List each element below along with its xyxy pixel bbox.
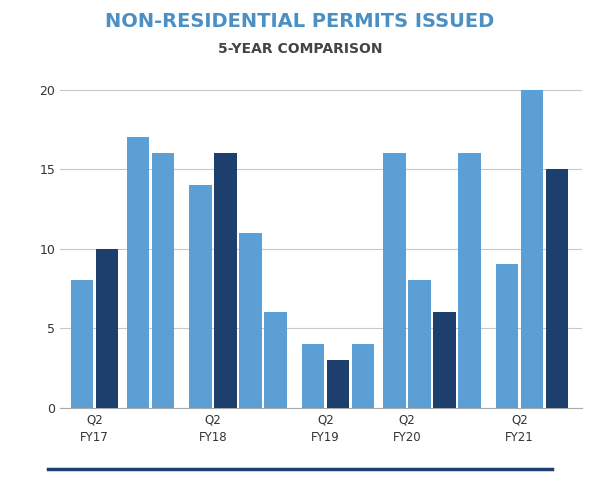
- Bar: [127, 137, 149, 408]
- Bar: [496, 265, 518, 408]
- Bar: [152, 153, 175, 408]
- Bar: [71, 280, 93, 408]
- Text: 5-YEAR COMPARISON: 5-YEAR COMPARISON: [218, 42, 382, 56]
- Bar: [408, 280, 431, 408]
- Bar: [327, 360, 349, 408]
- Bar: [433, 312, 456, 408]
- Bar: [265, 312, 287, 408]
- Bar: [302, 344, 325, 408]
- Bar: [383, 153, 406, 408]
- Bar: [458, 153, 481, 408]
- Bar: [214, 153, 237, 408]
- Bar: [190, 185, 212, 408]
- Bar: [546, 169, 568, 408]
- Bar: [521, 89, 543, 408]
- Bar: [239, 233, 262, 408]
- Text: NON-RESIDENTIAL PERMITS ISSUED: NON-RESIDENTIAL PERMITS ISSUED: [106, 12, 494, 31]
- Bar: [95, 248, 118, 408]
- Bar: [352, 344, 374, 408]
